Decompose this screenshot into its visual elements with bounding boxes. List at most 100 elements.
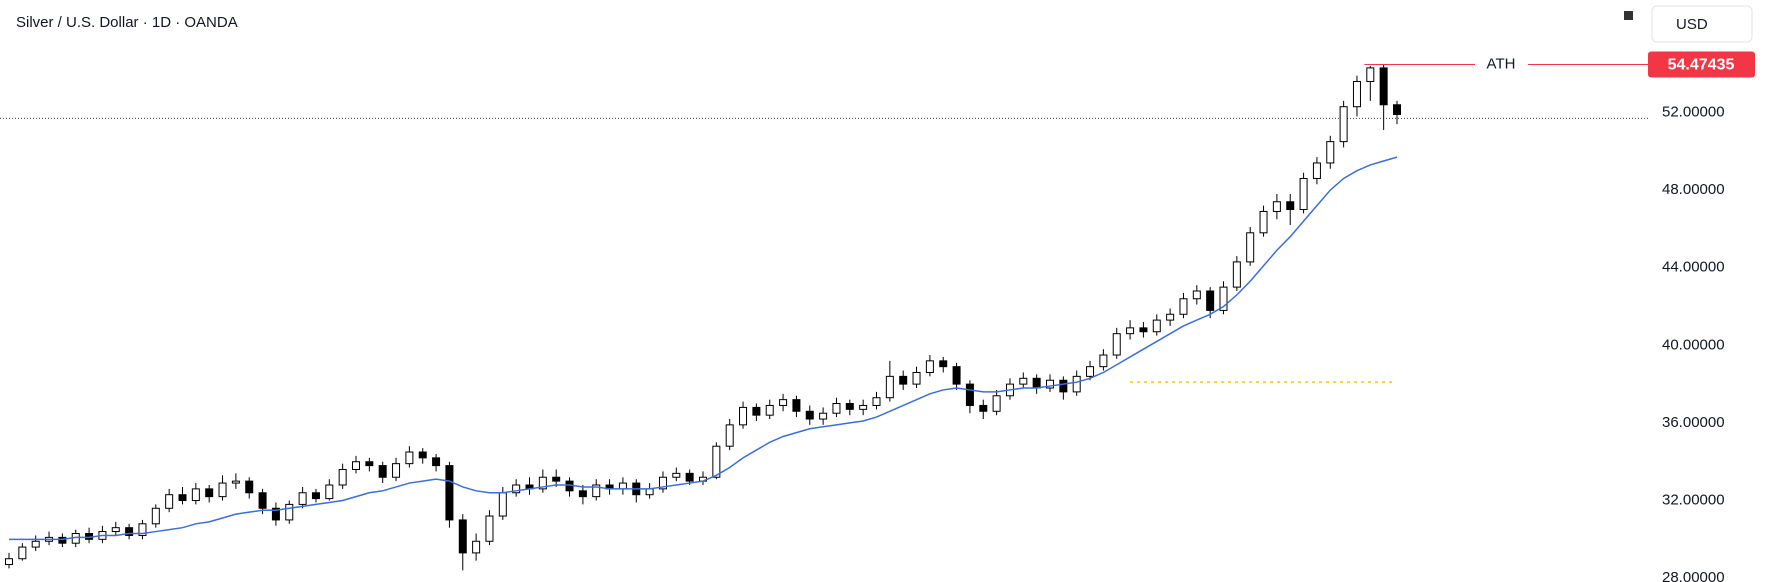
y-tick-label: 40.00000 (1662, 336, 1725, 353)
candle-body (392, 463, 401, 478)
currency-button[interactable] (1651, 5, 1753, 43)
candle-body (845, 403, 854, 410)
candle-body (1112, 333, 1121, 356)
candle-body (578, 490, 587, 498)
candle-body (5, 558, 13, 566)
candle-body (1166, 313, 1175, 321)
y-tick-label: 36.00000 (1662, 414, 1725, 431)
candle-body (178, 494, 187, 502)
candle-body (552, 476, 561, 482)
menu-icon[interactable] (1624, 11, 1633, 20)
candle-body (939, 360, 948, 368)
candle-body (592, 484, 601, 498)
chart-title: Silver / U.S. Dollar · 1D · OANDA (16, 14, 238, 31)
candle-body (765, 404, 774, 416)
candle-body (925, 360, 934, 373)
candle-body (285, 503, 294, 521)
y-tick-label: 32.00000 (1662, 491, 1725, 508)
candle-body (685, 472, 694, 482)
candle-body (859, 404, 868, 410)
candle-body (352, 461, 360, 470)
candle-body (739, 406, 748, 426)
candle-body (151, 507, 160, 525)
candle-body (725, 424, 734, 447)
candle-body (512, 484, 521, 494)
candle-body (1379, 67, 1388, 106)
candle-body (1272, 201, 1281, 212)
candle-body (218, 482, 227, 498)
candle-body (165, 494, 174, 509)
candle-body (338, 468, 347, 486)
candle-body (191, 488, 200, 502)
candle-body (231, 480, 240, 484)
candle-body (1072, 375, 1081, 393)
candle-body (1152, 319, 1161, 333)
candle-body (1366, 67, 1375, 82)
candle-body (672, 472, 681, 478)
candle-body (805, 410, 814, 420)
candle-body (405, 451, 414, 465)
candle-body (458, 519, 467, 554)
candle-body (752, 406, 761, 416)
y-tick-label: 48.00000 (1662, 181, 1725, 198)
candle-body (645, 488, 654, 496)
candle-body (205, 488, 214, 498)
candle-body (365, 461, 374, 467)
candle-body (779, 399, 788, 406)
candle-body (125, 527, 134, 536)
candle-body (979, 404, 988, 412)
candle-body (885, 375, 894, 399)
candle-body (1206, 290, 1215, 311)
candle-body (1259, 210, 1268, 234)
candle-body (1326, 141, 1335, 164)
currency-label[interactable]: USD (1676, 16, 1708, 33)
candle-body (1059, 379, 1068, 393)
candle-body (899, 375, 908, 385)
candle-body (1032, 377, 1041, 389)
candle-body (792, 399, 801, 412)
candle-body (1299, 177, 1308, 211)
candle-body (658, 476, 667, 490)
ath-label: ATH (1487, 55, 1516, 72)
candle-body (1352, 80, 1361, 108)
candle-body (1019, 377, 1028, 385)
candle-body (485, 515, 494, 542)
candle-body (1126, 327, 1135, 335)
candle-body (31, 540, 40, 548)
candle-body (378, 465, 387, 478)
candle-body (111, 527, 120, 533)
ath-price-tag (1648, 51, 1755, 78)
candle-body (325, 484, 334, 500)
candle-body (1232, 261, 1241, 288)
candle-body (1139, 327, 1148, 333)
candle-body (1219, 286, 1228, 311)
candle-body (1393, 104, 1401, 115)
candle-body (298, 492, 307, 505)
candle-body (618, 482, 627, 490)
candle-body (1192, 290, 1201, 300)
candle-body (271, 507, 280, 521)
candle-body (445, 465, 454, 521)
moving-average (9, 156, 1398, 541)
candle-body (498, 492, 507, 517)
candle-body (432, 457, 441, 467)
candle-body (965, 383, 974, 406)
candle-body (912, 371, 921, 385)
candle-body (418, 451, 427, 459)
candle-body (1179, 298, 1188, 315)
candle-body (992, 395, 1001, 412)
candle-body (712, 445, 721, 478)
candle-body (18, 546, 27, 560)
candle-body (1339, 106, 1348, 143)
y-tick-label: 28.00000 (1662, 569, 1725, 582)
candle-body (538, 476, 547, 490)
candle-body (138, 523, 147, 536)
candle-body (1046, 379, 1054, 389)
candle-body (1099, 354, 1108, 368)
candle-body (1286, 201, 1295, 211)
candle-body (872, 397, 881, 406)
candle-body (819, 412, 828, 420)
ath-price-label: 54.47435 (1668, 57, 1735, 74)
